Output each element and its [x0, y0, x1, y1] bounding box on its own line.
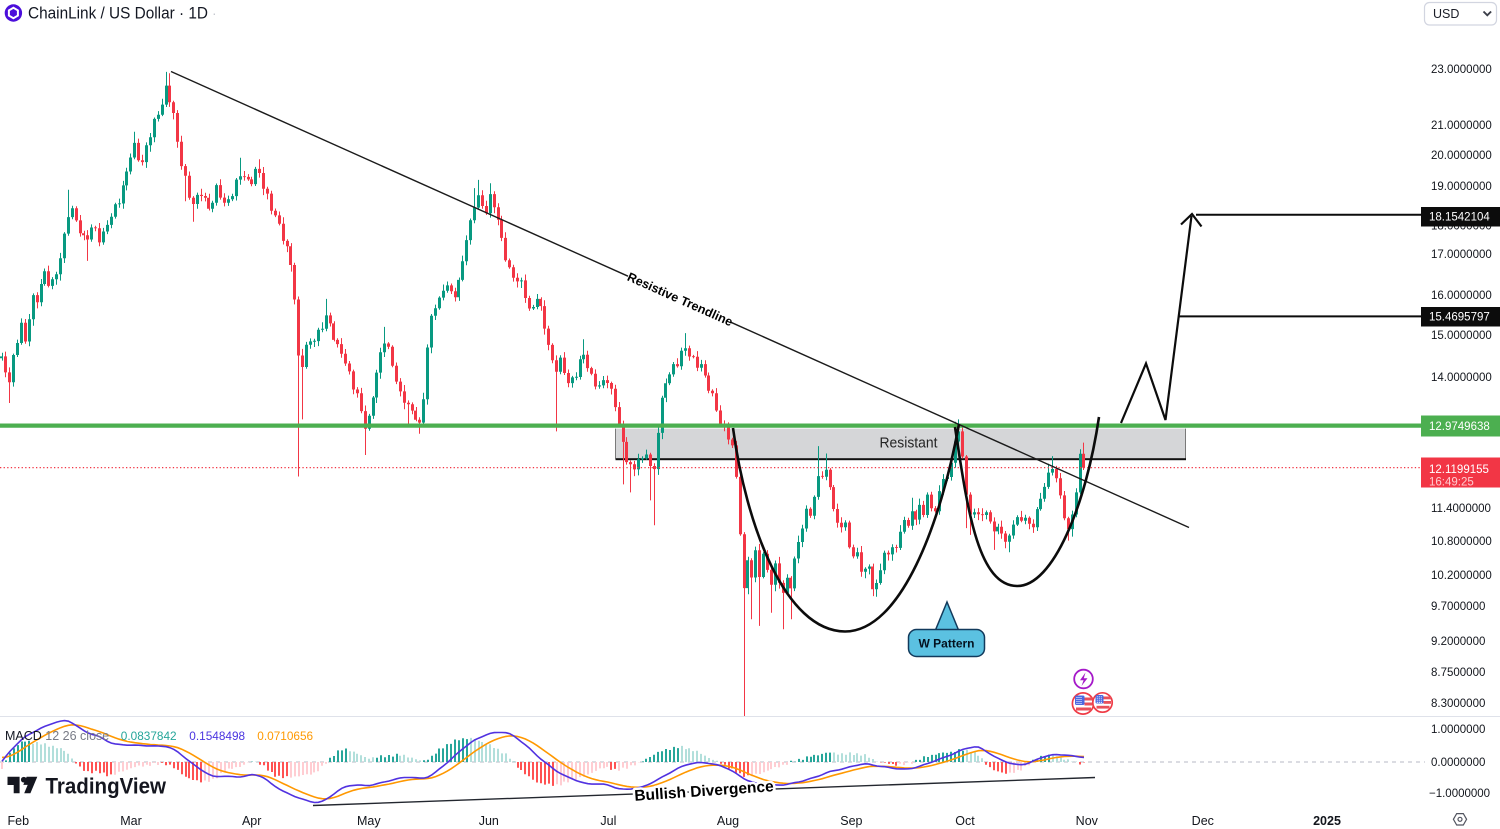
svg-text:11.4000000: 11.4000000 [1431, 503, 1491, 515]
svg-text:19.0000000: 19.0000000 [1431, 181, 1492, 193]
svg-text:ChainLink / US Dollar · 1D: ChainLink / US Dollar · 1D [28, 4, 208, 23]
svg-text:−1.0000000: −1.0000000 [1429, 788, 1490, 800]
svg-text:W Pattern: W Pattern [918, 637, 974, 651]
svg-text:8.7500000: 8.7500000 [1431, 667, 1485, 679]
svg-text:2025: 2025 [1313, 814, 1341, 828]
svg-text:17.0000000: 17.0000000 [1431, 249, 1492, 261]
svg-text:21.0000000: 21.0000000 [1431, 120, 1492, 132]
svg-text:18.1542104: 18.1542104 [1429, 212, 1490, 224]
svg-text:Dec: Dec [1192, 814, 1214, 828]
svg-text:8.3000000: 8.3000000 [1431, 698, 1485, 710]
svg-text:14.0000000: 14.0000000 [1431, 372, 1492, 384]
svg-text:15.0000000: 15.0000000 [1431, 330, 1492, 342]
svg-text:9.2000000: 9.2000000 [1431, 636, 1485, 648]
svg-text:Oct: Oct [955, 814, 975, 828]
svg-text:Mar: Mar [120, 814, 142, 828]
svg-text:23.0000000: 23.0000000 [1431, 64, 1492, 76]
svg-text:10.8000000: 10.8000000 [1431, 536, 1492, 548]
svg-text:0.0837842: 0.0837842 [121, 729, 177, 743]
svg-text:Aug: Aug [717, 814, 739, 828]
svg-text:9.7000000: 9.7000000 [1431, 601, 1485, 613]
svg-text:Feb: Feb [8, 814, 30, 828]
svg-text:0.1548498: 0.1548498 [189, 729, 245, 743]
svg-text:12 26 close: 12 26 close [45, 729, 109, 743]
svg-text:MACD: MACD [5, 729, 42, 743]
svg-text:12.9749638: 12.9749638 [1429, 421, 1490, 433]
svg-text:TradingView: TradingView [46, 773, 167, 798]
svg-text:USD: USD [1433, 7, 1459, 21]
svg-text:20.0000000: 20.0000000 [1431, 150, 1492, 162]
svg-text:1.0000000: 1.0000000 [1431, 724, 1485, 736]
svg-text:Apr: Apr [242, 814, 261, 828]
svg-text:May: May [357, 814, 381, 828]
svg-text:10.2000000: 10.2000000 [1431, 570, 1492, 582]
svg-text:12.1199155: 12.1199155 [1429, 464, 1489, 476]
svg-text:Resistant: Resistant [880, 436, 938, 452]
svg-text:Sep: Sep [840, 814, 862, 828]
svg-text:16.0000000: 16.0000000 [1431, 290, 1492, 302]
svg-text:·: · [212, 5, 217, 21]
svg-text:15.4695797: 15.4695797 [1429, 312, 1490, 324]
svg-text:0.0000000: 0.0000000 [1431, 757, 1485, 769]
svg-text:Jun: Jun [479, 814, 499, 828]
svg-text:0.0710656: 0.0710656 [257, 729, 313, 743]
svg-text:16:49:25: 16:49:25 [1429, 477, 1474, 489]
svg-text:Nov: Nov [1076, 814, 1099, 828]
svg-text:Jul: Jul [600, 814, 616, 828]
